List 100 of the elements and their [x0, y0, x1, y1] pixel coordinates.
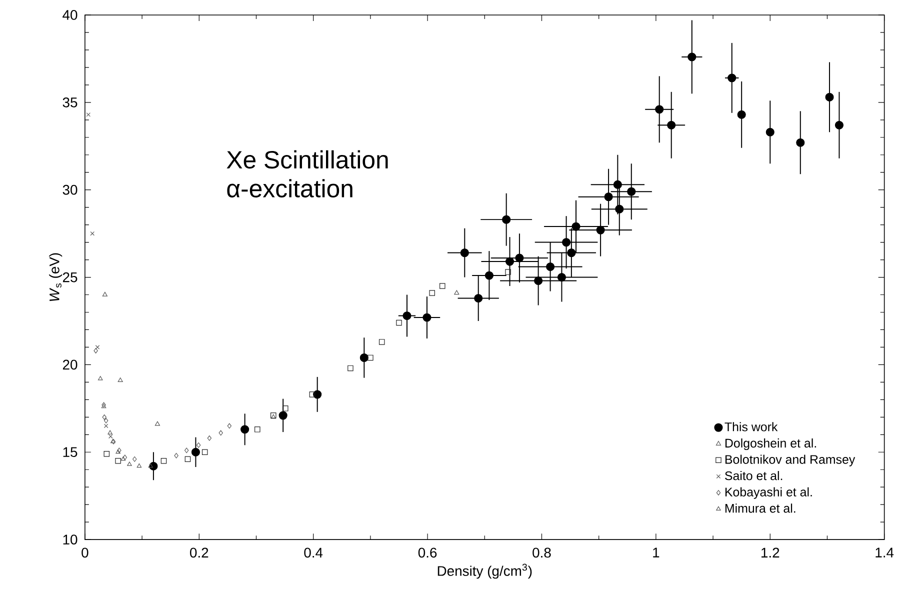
point — [615, 205, 624, 214]
point — [613, 180, 622, 190]
point — [122, 454, 128, 460]
point — [127, 462, 132, 466]
point — [102, 414, 106, 420]
point — [104, 418, 108, 424]
point — [160, 458, 167, 464]
point — [313, 390, 322, 399]
point — [108, 430, 112, 435]
point — [86, 112, 90, 118]
y-axis-title: W$_{s}$ (eV) — [49, 253, 62, 302]
point — [102, 292, 108, 297]
x-tick-label: 1.4 — [876, 548, 894, 558]
point — [104, 451, 110, 458]
point — [474, 294, 483, 303]
point — [115, 458, 121, 464]
point — [546, 262, 555, 272]
point — [184, 456, 191, 462]
legend-label: Saito et al. — [725, 471, 782, 480]
point — [396, 320, 402, 326]
point — [484, 271, 494, 280]
point — [534, 276, 543, 286]
point — [136, 464, 142, 468]
point — [148, 464, 153, 468]
point — [154, 422, 160, 426]
point — [460, 248, 469, 258]
point — [117, 448, 122, 454]
legend-label: Kobayashi et al. — [725, 488, 812, 500]
x-tick-label: 0.6 — [418, 548, 437, 558]
point — [796, 138, 805, 148]
point — [360, 354, 368, 362]
point — [505, 257, 514, 266]
point — [505, 269, 511, 276]
point — [218, 430, 223, 436]
point — [627, 188, 636, 196]
point — [502, 216, 511, 224]
point — [94, 348, 98, 354]
x-axis-title: Density (g/cm$^{3}$) — [438, 564, 532, 579]
point — [368, 355, 374, 361]
point — [174, 453, 178, 459]
point — [604, 192, 613, 202]
point — [95, 345, 100, 350]
point — [191, 448, 200, 457]
point — [309, 392, 316, 398]
point — [402, 312, 412, 320]
point — [184, 448, 189, 454]
point — [562, 238, 571, 247]
point — [429, 290, 435, 296]
point — [149, 462, 158, 471]
point — [240, 425, 250, 434]
point — [825, 93, 834, 102]
legend-label: Dolgoshein et al. — [725, 438, 816, 450]
point — [118, 378, 123, 382]
y-tick-label: 35 — [62, 98, 78, 108]
y-tick-label: 15 — [63, 448, 78, 458]
point — [834, 121, 844, 130]
x-tick-label: 1.2 — [762, 548, 780, 558]
point — [422, 313, 432, 322]
y-tick-label: 20 — [62, 360, 78, 370]
point — [737, 110, 746, 120]
point — [282, 406, 288, 412]
point — [557, 273, 566, 282]
point — [102, 402, 106, 408]
y-tick-label: 30 — [62, 185, 78, 196]
point — [439, 283, 446, 290]
point — [104, 424, 108, 428]
point — [207, 436, 212, 442]
x-tick-label: 0 — [82, 548, 88, 558]
point — [278, 411, 288, 420]
point — [254, 426, 260, 433]
point — [116, 450, 120, 454]
point — [728, 74, 736, 82]
y-tick-label: 25 — [62, 272, 78, 282]
annotation: Xe Scintillation — [226, 150, 388, 169]
point — [98, 376, 103, 380]
point — [667, 121, 676, 130]
point — [596, 226, 605, 235]
point — [90, 232, 94, 236]
legend-label: This work — [724, 422, 778, 432]
annotation: α-excitation — [227, 179, 352, 198]
x-tick-label: 0.2 — [190, 548, 208, 558]
x-tick-label: 0.8 — [532, 548, 551, 558]
point — [378, 339, 385, 346]
x-tick-label: 0.4 — [304, 548, 323, 558]
point — [132, 456, 137, 462]
legend-label: Mimura et al. — [725, 504, 796, 513]
y-tick-label: 40 — [62, 10, 78, 20]
legend-label: Bolotnikov and Ramsey — [725, 454, 856, 467]
point — [454, 290, 460, 295]
point — [202, 449, 208, 456]
x-tick-label: 1 — [653, 548, 660, 558]
point — [655, 105, 664, 114]
point — [101, 404, 106, 408]
point — [120, 456, 126, 461]
point — [348, 366, 354, 372]
point — [766, 128, 774, 137]
y-tick-label: 10 — [63, 534, 78, 545]
point — [227, 423, 232, 429]
point — [567, 248, 576, 258]
point — [688, 52, 696, 62]
